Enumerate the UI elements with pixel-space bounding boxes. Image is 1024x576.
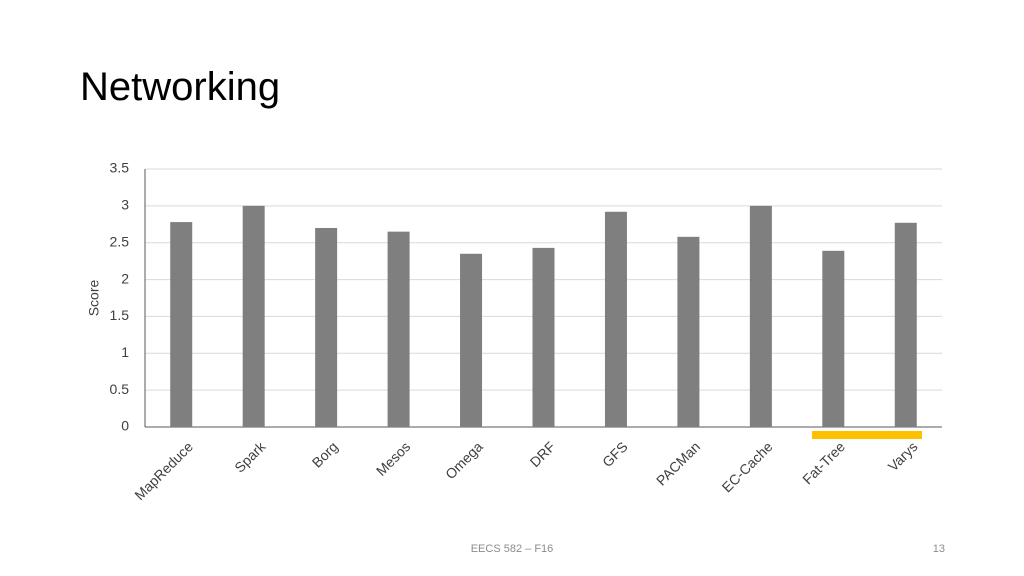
y-tick-label: 0.5 bbox=[110, 381, 130, 397]
y-tick-label: 2.5 bbox=[110, 233, 130, 249]
y-axis-label: Score bbox=[86, 280, 102, 317]
y-tick-label: 0 bbox=[121, 418, 129, 434]
bar bbox=[532, 247, 555, 427]
page-number: 13 bbox=[933, 543, 945, 555]
x-tick-label: PACMan bbox=[653, 438, 703, 488]
bar bbox=[170, 222, 193, 427]
x-tick-label: Spark bbox=[231, 438, 269, 476]
x-tick-label: Borg bbox=[309, 438, 341, 470]
x-tick-label: MapReduce bbox=[131, 438, 196, 503]
bar bbox=[387, 231, 410, 427]
y-tick-label: 2 bbox=[121, 270, 129, 286]
x-tick-label: Omega bbox=[442, 438, 486, 482]
bar bbox=[822, 250, 845, 427]
footer: EECS 582 – F16 bbox=[471, 543, 554, 555]
x-tick-label: Fat-Tree bbox=[799, 438, 848, 487]
y-tick-label: 3.5 bbox=[110, 160, 130, 176]
bar bbox=[242, 205, 265, 427]
bar bbox=[677, 236, 700, 427]
bar bbox=[894, 222, 917, 427]
x-tick-label: Mesos bbox=[373, 438, 413, 478]
bar bbox=[749, 205, 772, 427]
y-tick-label: 3 bbox=[121, 197, 129, 213]
y-tick-label: 1.5 bbox=[110, 307, 130, 323]
x-tick-label: EC-Cache bbox=[719, 438, 776, 495]
bar bbox=[460, 253, 483, 427]
slide-title: Networking bbox=[80, 65, 280, 109]
x-tick-label: GFS bbox=[599, 438, 631, 470]
bar bbox=[604, 211, 627, 427]
bar bbox=[315, 227, 338, 427]
x-tick-label: DRF bbox=[527, 438, 559, 470]
highlight bbox=[812, 431, 922, 439]
x-tick-label: Varys bbox=[885, 438, 921, 474]
y-tick-label: 1 bbox=[121, 344, 129, 360]
